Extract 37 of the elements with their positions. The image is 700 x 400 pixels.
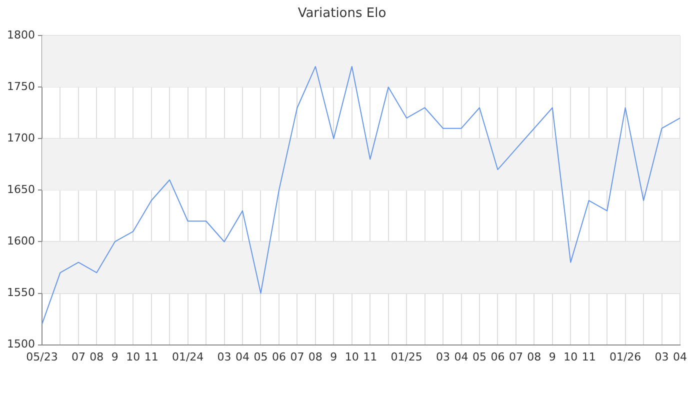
- x-tick-label: 08: [308, 350, 322, 364]
- x-tick-label: 10: [564, 350, 578, 364]
- y-tick-label: 1550: [6, 286, 35, 300]
- x-tick-label: 10: [126, 350, 140, 364]
- x-tick-label: 06: [272, 350, 286, 364]
- x-tick-label: 11: [363, 350, 378, 364]
- x-tick-label: 9: [548, 350, 556, 364]
- x-tick-label: 07: [71, 350, 86, 364]
- x-tick-label: 04: [673, 350, 687, 364]
- y-tick-label: 1700: [6, 132, 35, 145]
- chart-title: Variations Elo: [298, 6, 386, 22]
- x-tick-label: 04: [454, 350, 468, 364]
- x-tick-label: 9: [111, 350, 118, 364]
- x-tick-label: 07: [290, 350, 304, 364]
- x-tick-label: 03: [217, 350, 232, 364]
- x-tick-label: 9: [330, 350, 338, 364]
- y-tick-label: 1650: [6, 183, 35, 196]
- y-tick-label: 1800: [6, 28, 35, 42]
- y-tick-label: 1500: [6, 338, 35, 351]
- x-tick-label: 10: [344, 350, 359, 364]
- x-tick-label: 01/26: [609, 350, 642, 364]
- y-tick-label: 1600: [6, 234, 35, 248]
- x-tick-label: 08: [90, 350, 104, 364]
- x-tick-label: 07: [508, 350, 523, 364]
- x-tick-label: 05/23: [26, 350, 58, 364]
- x-tick-label: 03: [436, 350, 450, 364]
- x-tick-label: 05: [254, 350, 268, 364]
- x-tick-label: 03: [654, 350, 669, 364]
- x-tick-label: 01/25: [390, 350, 422, 364]
- y-tick-label: 1750: [6, 80, 35, 93]
- x-tick-label: 04: [236, 350, 250, 364]
- x-tick-label: 01/24: [172, 350, 204, 364]
- x-tick-label: 11: [144, 350, 158, 364]
- x-tick-label: 11: [582, 350, 596, 364]
- x-tick-label: 08: [527, 350, 542, 364]
- x-tick-label: 06: [490, 350, 505, 364]
- x-tick-label: 05: [472, 350, 486, 364]
